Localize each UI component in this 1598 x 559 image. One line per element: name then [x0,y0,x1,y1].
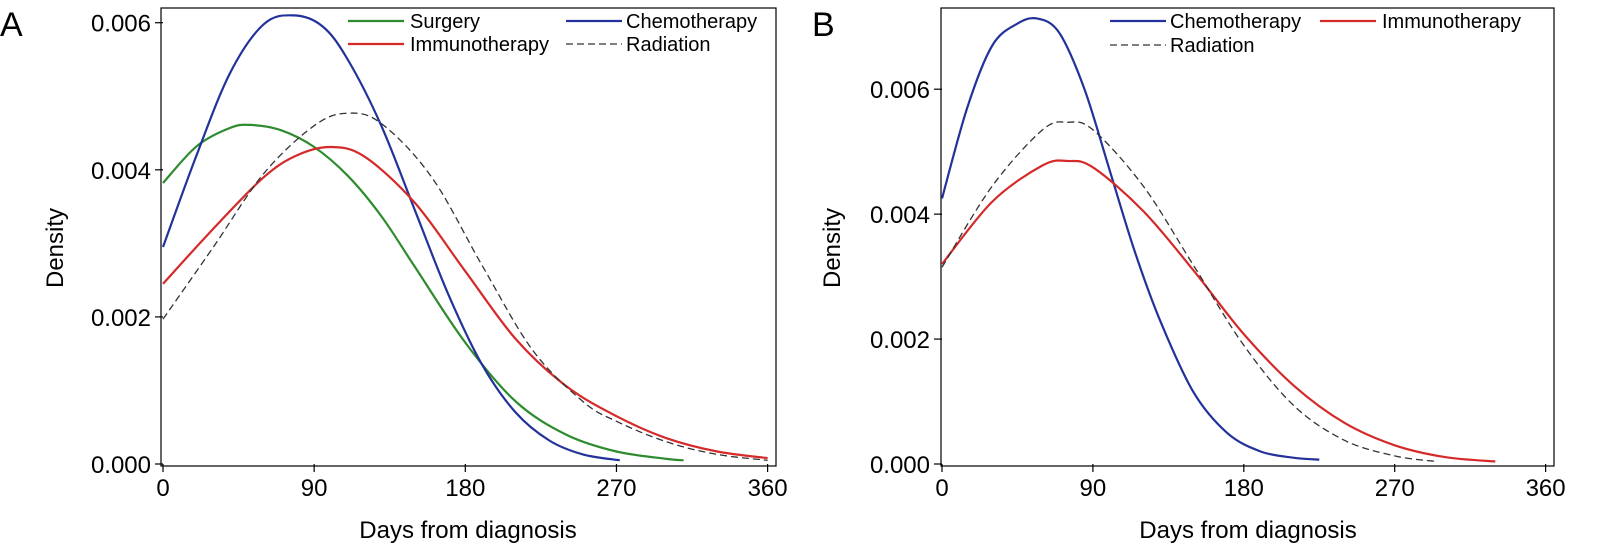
chart-panel-b: B 0.000 0.002 0.004 0.006 0 90 180 270 360 Days… [812,6,1566,544]
y-axis-label-a: Density [42,208,69,288]
x-tick-label: 270 [1375,475,1415,502]
y-tick-label: 0.006 [870,77,930,104]
x-axis-label-b: Days from diagnosis [1139,517,1356,544]
series-line-immunotherapy [941,159,1496,463]
y-tick-label: 0.000 [91,452,151,479]
panel-label-a: A [0,6,23,44]
plot-frame-a [160,7,777,467]
legend-b: Chemotherapy Immunotherapy Radiation [1110,11,1521,57]
legend-label-immunotherapy: Immunotherapy [1382,11,1521,33]
x-tick-label: 90 [301,475,328,502]
chart-panel-a: A 0.000 0.002 0.004 0.006 0 90 180 270 360 Days… [0,6,788,544]
x-tick-label: 90 [1080,475,1107,502]
series-line-radiation [941,121,1437,463]
legend-a: Surgery Chemotherapy Immunotherapy Radiatio… [348,11,757,56]
series-line-surgery [162,123,684,462]
legend-label-immunotherapy: Immunotherapy [410,34,549,56]
plot-frame-b [940,7,1555,467]
y-tick-label: 0.006 [91,11,151,38]
x-tick-label: 180 [445,475,485,502]
legend-label-surgery: Surgery [410,11,480,33]
legend-label-radiation: Radiation [626,34,711,56]
x-tick-label: 360 [1526,475,1566,502]
x-tick-label: 0 [935,475,948,502]
y-tick-label: 0.002 [870,327,930,354]
series-line-immunotherapy [162,145,768,460]
y-tick-label: 0.004 [91,158,151,185]
legend-label-chemotherapy: Chemotherapy [1170,11,1301,33]
series-line-chemotherapy [161,14,620,462]
x-axis-label-a: Days from diagnosis [359,517,576,544]
y-axis-a: 0.000 0.002 0.004 0.006 [91,11,163,479]
x-tick-label: 360 [748,475,788,502]
series-group-b [940,17,1496,463]
y-tick-label: 0.000 [870,452,930,479]
x-tick-label: 270 [596,475,636,502]
legend-label-radiation: Radiation [1170,35,1255,57]
y-axis-b: 0.000 0.002 0.004 0.006 [870,77,942,479]
series-line-radiation [162,112,768,461]
legend-label-chemotherapy: Chemotherapy [626,11,757,33]
x-tick-label: 0 [156,475,169,502]
series-line-chemotherapy [940,17,1320,461]
y-tick-label: 0.002 [91,305,151,332]
x-axis-a: 0 90 180 270 360 [156,464,788,502]
y-axis-label-b: Density [819,208,846,288]
y-tick-label: 0.004 [870,202,930,229]
x-axis-b: 0 90 180 270 360 [935,464,1566,502]
panel-label-b: B [812,6,835,44]
series-group-a [161,14,768,462]
x-tick-label: 180 [1224,475,1264,502]
